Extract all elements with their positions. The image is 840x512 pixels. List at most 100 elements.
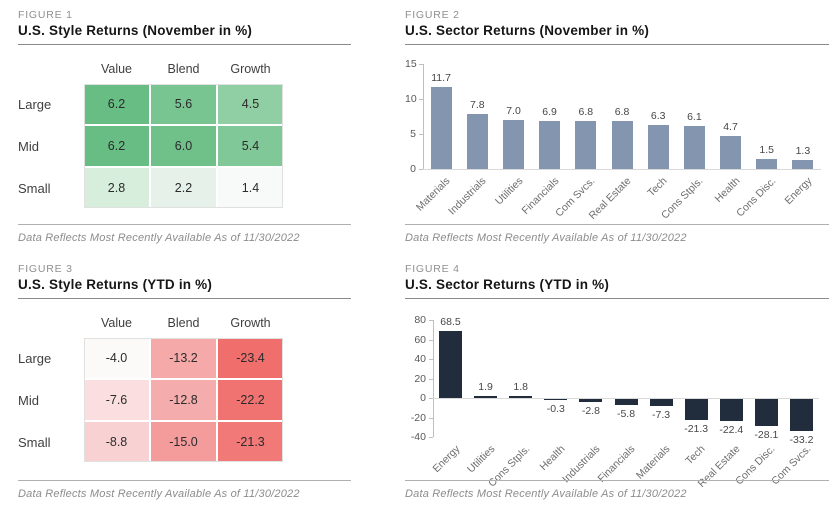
corner-cell [18, 56, 82, 82]
row-header: Large [18, 96, 52, 112]
bar [539, 120, 561, 169]
bar [503, 120, 524, 169]
figure-4-title: U.S. Sector Returns (YTD in %) [405, 277, 610, 292]
bar [683, 126, 705, 169]
table-cell: 1.4 [218, 168, 283, 208]
bar-value-label: 6.1 [687, 111, 702, 124]
figure-2-label: FIGURE 2 [405, 9, 460, 21]
bar-value-label: 1.9 [478, 381, 493, 394]
table-cell: -23.4 [218, 338, 283, 378]
y-tick-label: 40 [414, 353, 426, 365]
column-header: Growth [230, 62, 271, 76]
bar-value-label: 4.7 [723, 121, 738, 134]
row-header: Small [18, 434, 51, 450]
bar-value-label: -7.3 [652, 409, 671, 422]
title-rule [18, 298, 351, 299]
bar [647, 124, 669, 169]
bar [509, 396, 533, 398]
column-header: Value [100, 316, 133, 330]
table-cell: 5.6 [151, 84, 216, 124]
y-tick-mark [419, 64, 423, 65]
bar [466, 114, 488, 169]
bar-value-label: 6.8 [614, 106, 630, 119]
bar [754, 399, 778, 427]
table-cell: 6.0 [151, 126, 216, 166]
y-tick-mark [429, 437, 433, 438]
row-header: Mid [18, 392, 39, 408]
column-header: Blend [167, 62, 200, 76]
y-tick-mark [419, 134, 423, 135]
table-cell: -15.0 [151, 422, 216, 462]
bar-value-label: -5.8 [616, 407, 636, 420]
title-rule [18, 44, 351, 45]
bar-value-label: -21.3 [684, 422, 709, 435]
y-tick-label: 20 [414, 372, 426, 385]
bar-value-label: 6.9 [542, 105, 557, 118]
zero-baseline [433, 398, 819, 399]
y-tick-label: 0 [410, 163, 416, 175]
bar-value-label: -28.1 [754, 429, 779, 442]
figure-3-title: U.S. Style Returns (YTD in %) [18, 277, 213, 292]
table-cell: -12.8 [151, 380, 216, 420]
figure-3-panel: FIGURE 3 U.S. Style Returns (YTD in %) V… [18, 262, 351, 504]
style-returns-ytd-table: Value Blend Growth Large -4.0 -13.2 -23.4 Mid -7… [18, 306, 351, 498]
table-cell: -22.2 [218, 380, 283, 420]
y-tick-label: 10 [405, 93, 417, 105]
y-tick-label: 80 [414, 314, 426, 326]
y-tick-mark [429, 339, 433, 341]
figure-4-label: FIGURE 4 [405, 263, 460, 275]
bar [649, 399, 673, 407]
y-tick-mark [429, 398, 433, 399]
figure-3-footnote: Data Reflects Most Recently Available As… [18, 480, 351, 502]
sector-returns-november-bar-chart: 15 10 5 0 11.7 Materials 7.8 Industrials 7.0 Util… [405, 52, 829, 244]
title-rule [405, 298, 829, 299]
figure-4-footnote: Data Reflects Most Recently Available As… [405, 480, 829, 502]
table-cell: -7.6 [84, 380, 149, 420]
y-axis-line [433, 320, 434, 437]
bar [579, 399, 603, 402]
bar [544, 399, 568, 400]
bar-value-label: 6.8 [578, 106, 594, 119]
y-tick-mark [419, 99, 423, 100]
y-tick-label: -40 [410, 431, 426, 443]
bar [790, 399, 813, 432]
y-tick-mark [419, 169, 423, 170]
table-cell: -4.0 [84, 338, 149, 378]
figure-2-panel: FIGURE 2 U.S. Sector Returns (November i… [405, 8, 829, 248]
table-cell: -21.3 [218, 422, 283, 462]
y-tick-mark [429, 359, 433, 360]
figure-2-footnote: Data Reflects Most Recently Available As… [405, 224, 829, 246]
row-header: Large [18, 350, 52, 366]
y-tick-mark [429, 417, 433, 419]
sector-returns-ytd-bar-chart: 80 60 40 20 0 -20 -40 68.5 Energy 1.9 Utilities 1.8… [405, 306, 829, 498]
bar [439, 331, 462, 398]
table-cell: 6.2 [84, 84, 149, 124]
y-tick-mark [429, 378, 433, 380]
bar-value-label: 1.3 [795, 144, 811, 157]
bar-value-label: 1.8 [513, 381, 528, 394]
bar-value-label: 1.5 [759, 143, 774, 156]
footnote-text: Data Reflects Most Recently Available As… [18, 232, 300, 244]
zero-baseline [423, 169, 821, 170]
figure-4-panel: FIGURE 4 U.S. Sector Returns (YTD in %) … [405, 262, 829, 504]
bar-value-label: -2.8 [581, 404, 600, 417]
table-cell: -13.2 [151, 338, 216, 378]
y-axis-line [423, 64, 424, 169]
bar [614, 399, 638, 405]
footnote-text: Data Reflects Most Recently Available As… [18, 488, 300, 500]
column-header: Blend [167, 316, 200, 330]
bar-value-label: -22.4 [719, 423, 744, 436]
figure-3-label: FIGURE 3 [18, 263, 73, 275]
footnote-text: Data Reflects Most Recently Available As… [405, 232, 687, 244]
bar [792, 159, 814, 169]
bar [719, 399, 743, 421]
title-rule [405, 44, 829, 45]
y-tick-label: 15 [405, 58, 417, 70]
bar-value-label: 7.0 [506, 105, 521, 117]
y-tick-label: 0 [420, 392, 426, 404]
column-header: Value [100, 62, 133, 76]
table-cell: 5.4 [218, 126, 283, 166]
bar [430, 87, 452, 169]
y-tick-mark [429, 320, 433, 321]
